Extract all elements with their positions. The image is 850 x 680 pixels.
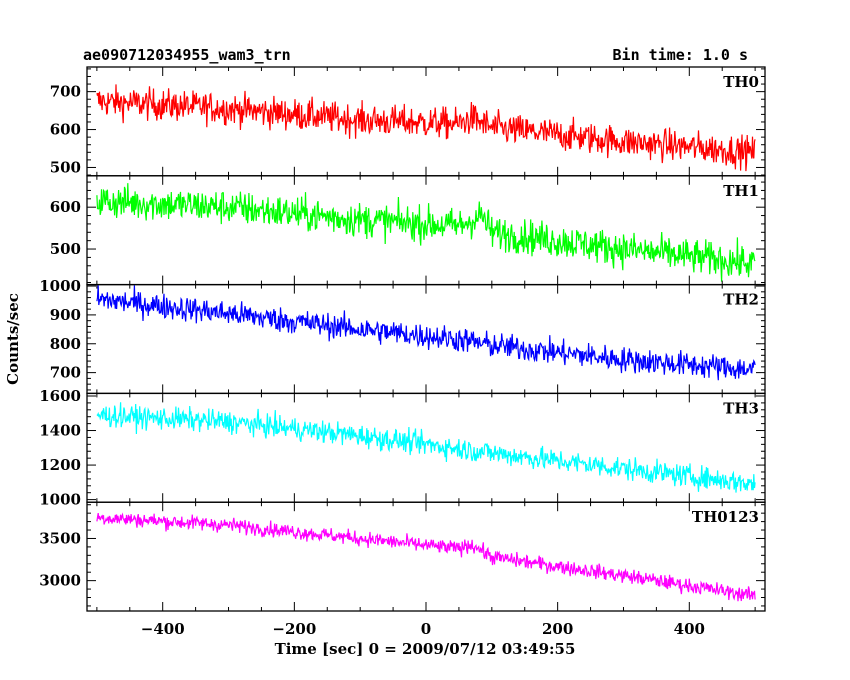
bin-time-label: Bin time: 1.0 s: [613, 46, 748, 64]
panel-frame: [86, 501, 766, 612]
panel-label: TH1: [723, 182, 759, 200]
y-axis-label: Counts/sec: [4, 293, 22, 385]
panel-label: TH0: [723, 73, 759, 91]
x-tick-label: −400: [141, 620, 185, 638]
y-tick-label: 700: [50, 83, 81, 101]
y-tick-label: 500: [50, 240, 81, 258]
y-tick-label: 600: [50, 198, 81, 216]
panel-th0: 500 600 700 TH0: [50, 66, 766, 177]
x-tick-label: 400: [674, 620, 705, 638]
x-axis-label: Time [sec] 0 = 2009/07/12 03:49:55: [275, 640, 576, 658]
y-tick-label: 1600: [39, 387, 81, 405]
x-tick-label: 0: [421, 620, 431, 638]
panel-label: TH2: [723, 291, 759, 309]
panel-frame: [86, 392, 766, 503]
series-line-th2: [96, 285, 756, 381]
panel-th3: 1000 1200 1400 1600 TH3: [39, 387, 766, 509]
series-line-th3: [96, 402, 756, 493]
y-tick-label: 900: [50, 306, 81, 324]
y-tick-label: 1000: [39, 277, 81, 295]
panel-label: TH3: [723, 399, 759, 417]
y-tick-label: 1000: [39, 491, 81, 509]
y-tick-label: 500: [50, 158, 81, 176]
y-tick-label: 3500: [39, 529, 81, 547]
panel-th0123: 3000 3500 TH0123: [39, 501, 766, 612]
x-tick-label: −200: [272, 620, 316, 638]
y-tick-label: 3000: [39, 572, 81, 590]
panel-frame: [86, 66, 766, 177]
panels: 500 600 700 TH0 500 600 TH1 700 800 900 1000 TH2 100…: [39, 66, 766, 612]
panel-label: TH0123: [692, 508, 759, 526]
x-axis: −400 −200 0 200 400: [141, 620, 705, 638]
series-line-th1: [96, 183, 756, 282]
y-tick-label: 1400: [39, 422, 81, 440]
y-tick-label: 800: [50, 335, 81, 353]
chart-title: ae090712034955_wam3_trn: [83, 46, 291, 64]
x-tick-label: 200: [542, 620, 573, 638]
panel-th2: 700 800 900 1000 TH2: [39, 277, 766, 395]
panel-th1: 500 600 TH1: [50, 175, 766, 286]
y-tick-label: 700: [50, 364, 81, 382]
series-line-th0123: [96, 512, 756, 602]
y-tick-label: 600: [50, 121, 81, 139]
y-tick-label: 1200: [39, 456, 81, 474]
series-line-th0: [96, 84, 756, 172]
